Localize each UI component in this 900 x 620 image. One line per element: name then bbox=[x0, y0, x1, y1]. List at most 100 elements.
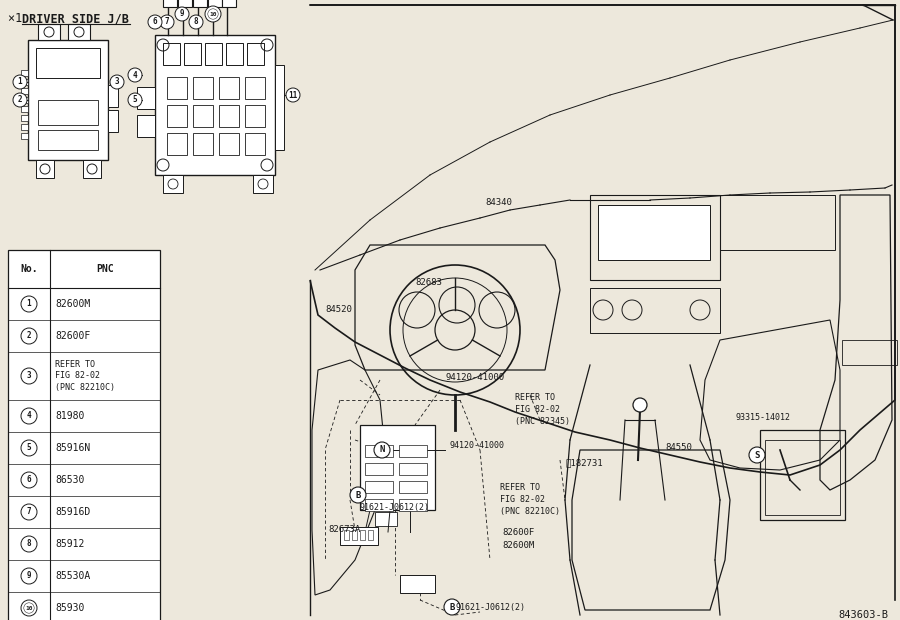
Text: 8: 8 bbox=[27, 539, 32, 549]
Circle shape bbox=[749, 447, 765, 463]
Bar bbox=[360, 530, 365, 540]
Circle shape bbox=[128, 93, 142, 107]
Circle shape bbox=[21, 536, 37, 552]
Text: 82683: 82683 bbox=[415, 278, 442, 287]
Text: 85530A: 85530A bbox=[55, 571, 90, 581]
Bar bbox=[178, 0, 192, 7]
Bar bbox=[365, 481, 393, 493]
Text: FIG 82-02: FIG 82-02 bbox=[500, 495, 545, 504]
Bar bbox=[590, 288, 720, 333]
Bar bbox=[720, 195, 835, 250]
Bar bbox=[399, 445, 427, 457]
Text: 84340: 84340 bbox=[485, 198, 512, 207]
Text: REFER TO: REFER TO bbox=[515, 393, 555, 402]
Circle shape bbox=[21, 600, 37, 616]
Text: PNC: PNC bbox=[96, 264, 113, 274]
Text: 7: 7 bbox=[165, 17, 169, 27]
Circle shape bbox=[350, 487, 366, 503]
Bar bbox=[21, 133, 28, 139]
Text: (PNC 82210C): (PNC 82210C) bbox=[500, 507, 560, 516]
Text: 82600F: 82600F bbox=[502, 528, 535, 537]
Text: 86530: 86530 bbox=[55, 475, 85, 485]
Circle shape bbox=[633, 398, 647, 412]
Text: 10: 10 bbox=[25, 606, 32, 611]
Text: No.: No. bbox=[20, 264, 38, 274]
Text: REFER TO: REFER TO bbox=[500, 483, 540, 492]
Bar bbox=[163, 175, 183, 193]
Bar bbox=[36, 48, 100, 78]
Bar bbox=[36, 160, 54, 178]
Text: FIG 82-02: FIG 82-02 bbox=[515, 405, 560, 414]
Bar bbox=[108, 85, 118, 107]
Text: 82600F: 82600F bbox=[55, 331, 90, 341]
Text: S: S bbox=[754, 451, 760, 459]
Text: 2: 2 bbox=[27, 332, 32, 340]
Bar bbox=[163, 43, 180, 65]
Text: ※182731: ※182731 bbox=[565, 458, 603, 467]
Bar bbox=[137, 87, 155, 109]
Bar bbox=[21, 88, 28, 94]
Bar bbox=[28, 40, 108, 160]
Bar bbox=[365, 499, 393, 511]
Bar bbox=[167, 77, 187, 99]
Bar bbox=[21, 79, 28, 85]
Circle shape bbox=[374, 442, 390, 458]
Bar bbox=[247, 43, 264, 65]
Circle shape bbox=[148, 15, 162, 29]
Bar bbox=[365, 445, 393, 457]
Bar bbox=[219, 133, 239, 155]
Bar bbox=[137, 115, 155, 137]
Text: 10: 10 bbox=[209, 12, 217, 17]
Text: 1: 1 bbox=[18, 78, 22, 87]
Bar bbox=[590, 195, 720, 280]
Bar bbox=[38, 100, 98, 125]
Circle shape bbox=[128, 68, 142, 82]
Circle shape bbox=[13, 93, 27, 107]
Text: 4: 4 bbox=[27, 412, 32, 420]
Text: 7: 7 bbox=[27, 508, 32, 516]
Circle shape bbox=[13, 75, 27, 89]
Bar bbox=[108, 110, 118, 132]
Bar bbox=[68, 24, 90, 40]
Text: B: B bbox=[356, 490, 361, 500]
Text: 5: 5 bbox=[27, 443, 32, 453]
Circle shape bbox=[444, 599, 460, 615]
Text: 93315-14012: 93315-14012 bbox=[735, 413, 790, 422]
Bar bbox=[21, 124, 28, 130]
Text: 94120-41000: 94120-41000 bbox=[445, 373, 504, 382]
Bar bbox=[842, 340, 897, 365]
Circle shape bbox=[21, 440, 37, 456]
Text: 11: 11 bbox=[288, 91, 298, 99]
Text: 9: 9 bbox=[180, 9, 184, 19]
Circle shape bbox=[21, 368, 37, 384]
Text: 843603-B: 843603-B bbox=[838, 610, 888, 620]
Bar bbox=[163, 0, 177, 7]
Circle shape bbox=[21, 472, 37, 488]
Text: 8: 8 bbox=[194, 17, 198, 27]
Text: 84520: 84520 bbox=[325, 305, 352, 314]
Bar bbox=[399, 481, 427, 493]
Text: 82600M: 82600M bbox=[502, 541, 535, 550]
Text: 91621-J0612(2): 91621-J0612(2) bbox=[455, 603, 525, 612]
Text: 2: 2 bbox=[18, 95, 22, 105]
Text: 3: 3 bbox=[27, 371, 32, 381]
Bar bbox=[399, 463, 427, 475]
Bar bbox=[400, 575, 435, 593]
Bar bbox=[219, 77, 239, 99]
Circle shape bbox=[21, 408, 37, 424]
Text: 6: 6 bbox=[153, 17, 157, 27]
Circle shape bbox=[189, 15, 203, 29]
Circle shape bbox=[21, 504, 37, 520]
Bar bbox=[765, 440, 840, 515]
Text: 82673A: 82673A bbox=[328, 525, 360, 534]
Circle shape bbox=[175, 7, 189, 21]
Bar bbox=[245, 77, 265, 99]
Bar bbox=[38, 130, 98, 150]
Bar bbox=[340, 527, 378, 545]
Bar bbox=[245, 133, 265, 155]
Text: ×1: ×1 bbox=[8, 12, 30, 25]
Bar bbox=[222, 0, 236, 7]
Bar bbox=[184, 43, 201, 65]
Text: 3: 3 bbox=[114, 78, 120, 87]
Bar bbox=[375, 512, 397, 526]
